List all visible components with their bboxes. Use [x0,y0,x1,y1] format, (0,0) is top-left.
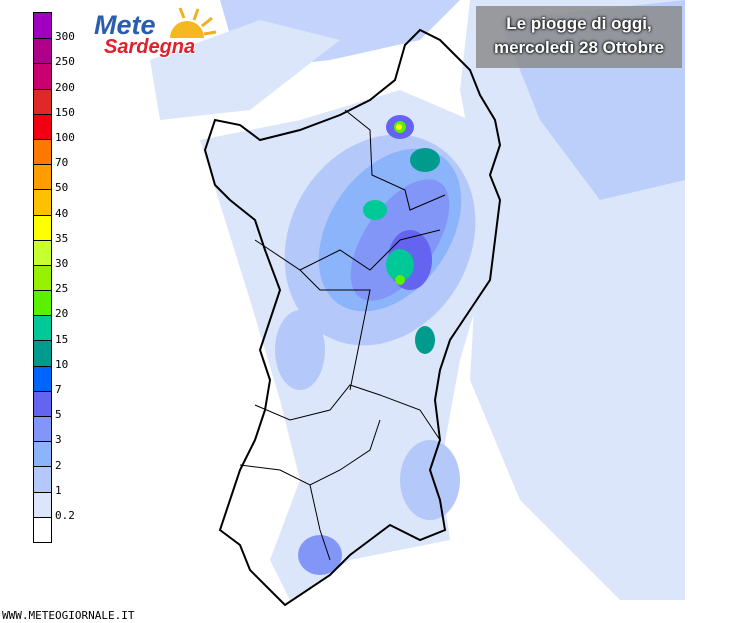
legend-bin [34,390,51,416]
legend-bin [34,416,51,442]
website-footer: WWW.METEOGIORNALE.IT [2,609,135,622]
legend-bin [34,214,51,240]
legend-label: 200 [55,80,75,94]
legend-label: 20 [55,307,69,321]
legend-label: 15 [55,332,69,346]
legend-bin [34,164,51,190]
legend-bin [34,365,51,391]
legend-bin [34,441,51,467]
legend-label: 10 [55,357,69,371]
legend-bin [34,516,51,542]
legend-label: 0.2 [55,509,75,522]
map-title: Le piogge di oggi, mercoledì 28 Ottobre [476,6,682,68]
sardinia-coastline [203,28,502,607]
rain-field [150,0,685,600]
province-borders [239,109,446,561]
legend-label: 35 [55,231,69,245]
legend-bin [34,38,51,64]
legend-bin [34,315,51,341]
legend-bin [34,466,51,492]
title-line-2: mercoledì 28 Ottobre [493,38,665,57]
color-scale-legend [33,12,52,543]
legend-bin [34,264,51,291]
legend-label: 25 [55,282,69,296]
legend-bin [34,88,51,114]
meteo-sardegna-logo: Mete Sardegna [92,6,222,60]
legend-bin [34,13,51,39]
legend-label: 40 [55,206,69,220]
legend-label: 2 [55,458,62,472]
legend-label: 300 [55,30,75,44]
legend-label: 100 [55,131,75,144]
legend-label: 150 [55,105,75,119]
sun-icon [170,7,217,38]
legend-label: 250 [55,55,75,69]
legend-label: 7 [55,383,62,396]
legend-bin [34,239,51,265]
logo-text-bottom: Sardegna [104,36,196,58]
legend-label: 30 [55,257,69,270]
legend-bin [34,63,51,89]
legend-bin [34,290,51,316]
legend-bin [34,340,51,366]
legend-bin [34,138,51,165]
legend-label: 3 [55,433,62,447]
legend-label: 5 [55,408,62,422]
legend-bin [34,113,51,139]
legend-label: 1 [55,483,62,497]
legend-label: 50 [55,181,69,195]
legend-label: 70 [55,156,69,170]
legend-bin [34,491,51,517]
logo-text-top: Mete [94,10,156,40]
legend-bin [34,189,51,215]
title-line-1: Le piogge di oggi, [506,14,652,33]
